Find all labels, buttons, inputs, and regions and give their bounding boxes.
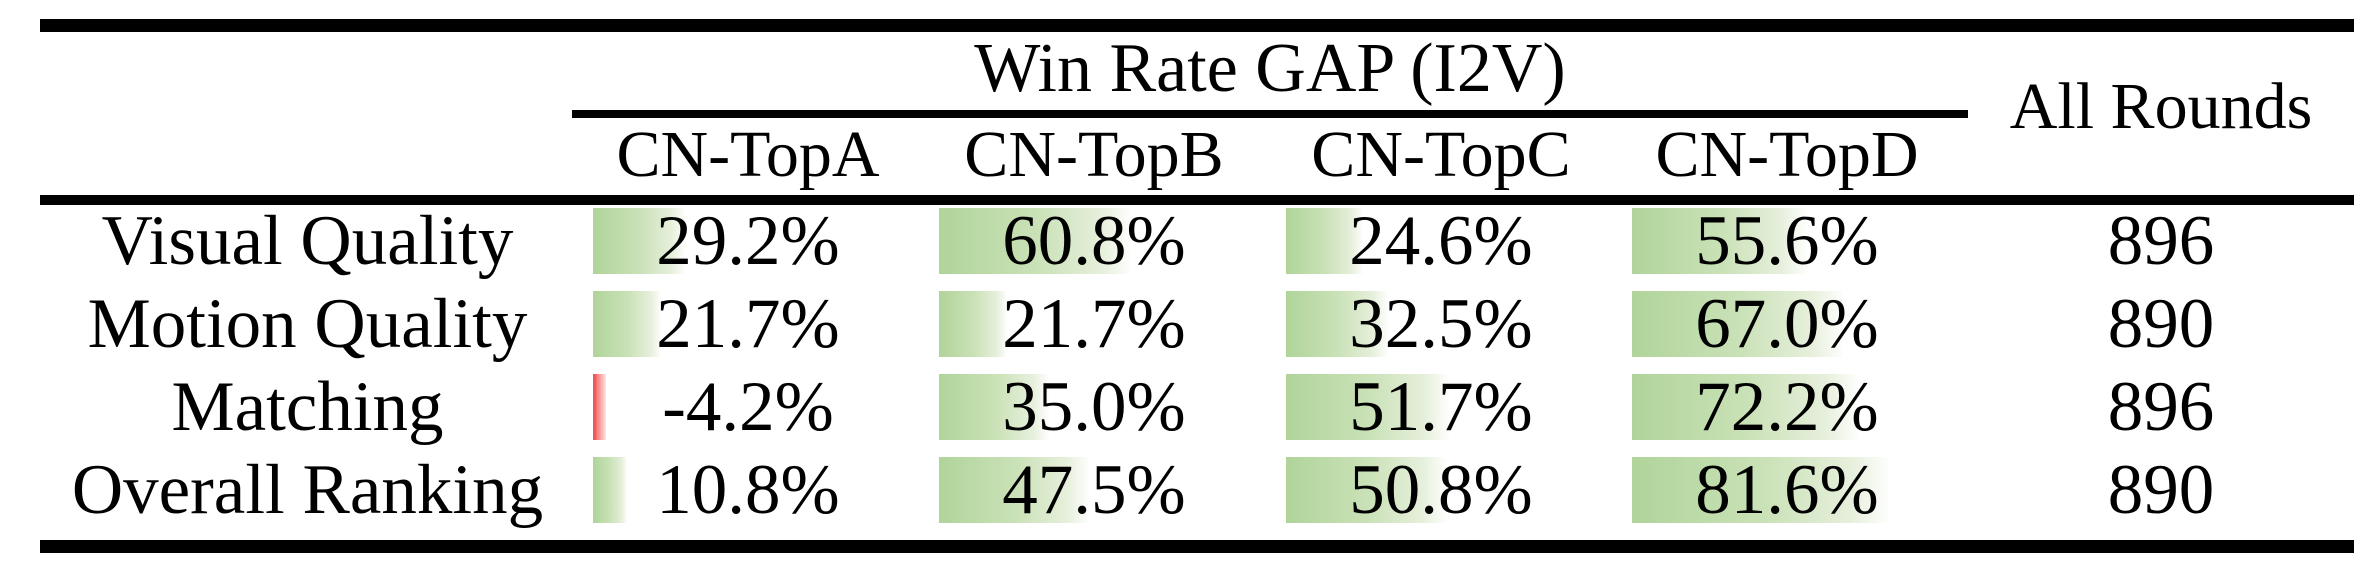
value-text: 21.7% bbox=[1002, 285, 1186, 363]
value-text: -4.2% bbox=[662, 368, 834, 446]
value-cell: 32.5% bbox=[1268, 283, 1614, 366]
value-text: 35.0% bbox=[1002, 368, 1186, 446]
all-rounds-value: 896 bbox=[2107, 202, 2215, 280]
group-header-title: Win Rate GAP (I2V) bbox=[974, 30, 1566, 107]
table-top-rule bbox=[40, 19, 2354, 32]
value-text: 67.0% bbox=[1695, 285, 1879, 363]
data-bar bbox=[593, 208, 685, 274]
all-rounds-value: 890 bbox=[2107, 451, 2215, 529]
value-cell: 72.2% bbox=[1614, 366, 1960, 449]
value-cell: 50.8% bbox=[1268, 449, 1614, 532]
value-cell: 67.0% bbox=[1614, 283, 1960, 366]
data-bar bbox=[593, 291, 662, 357]
column-header-cn-topb: CN-TopB bbox=[964, 118, 1224, 191]
value-text: 72.2% bbox=[1695, 368, 1879, 446]
value-cell: 29.2% bbox=[575, 200, 921, 283]
data-bar bbox=[593, 374, 607, 440]
data-bar bbox=[1632, 457, 1890, 523]
value-text: 55.6% bbox=[1695, 202, 1879, 280]
value-text: 51.7% bbox=[1349, 368, 1533, 446]
data-bar bbox=[939, 374, 1050, 440]
data-bar bbox=[939, 291, 1008, 357]
value-cell: 35.0% bbox=[921, 366, 1267, 449]
value-text: 60.8% bbox=[1002, 202, 1186, 280]
value-cell: 10.8% bbox=[575, 449, 921, 532]
data-bar bbox=[1632, 208, 1808, 274]
value-text: 29.2% bbox=[656, 202, 840, 280]
value-cell: 47.5% bbox=[921, 449, 1267, 532]
value-cell: 51.7% bbox=[1268, 366, 1614, 449]
group-header-underline-rule bbox=[572, 110, 1968, 118]
value-text: 81.6% bbox=[1695, 451, 1879, 529]
value-cell: 21.7% bbox=[575, 283, 921, 366]
value-text: 10.8% bbox=[656, 451, 840, 529]
data-bar bbox=[1286, 457, 1447, 523]
value-cell: 60.8% bbox=[921, 200, 1267, 283]
data-bar bbox=[1286, 291, 1389, 357]
table-bottom-rule bbox=[40, 540, 2354, 553]
value-text: 21.7% bbox=[656, 285, 840, 363]
data-bar bbox=[1632, 374, 1860, 440]
column-header-all-rounds: All Rounds bbox=[2009, 70, 2313, 143]
value-text: 32.5% bbox=[1349, 285, 1533, 363]
data-bar bbox=[1632, 291, 1844, 357]
value-cell: 81.6% bbox=[1614, 449, 1960, 532]
all-rounds-value: 896 bbox=[2107, 368, 2215, 446]
value-cell: 24.6% bbox=[1268, 200, 1614, 283]
data-bar bbox=[1286, 374, 1449, 440]
header-bottom-rule bbox=[40, 195, 2354, 205]
row-label: Matching bbox=[171, 368, 444, 446]
row-label: Motion Quality bbox=[87, 285, 528, 363]
data-bar bbox=[939, 457, 1089, 523]
value-cell: 55.6% bbox=[1614, 200, 1960, 283]
row-label: Visual Quality bbox=[101, 202, 514, 280]
data-bar bbox=[593, 457, 628, 523]
value-cell: 21.7% bbox=[921, 283, 1267, 366]
row-label: Overall Ranking bbox=[71, 451, 544, 529]
data-bar bbox=[1286, 208, 1364, 274]
value-text: 50.8% bbox=[1349, 451, 1533, 529]
all-rounds-value: 890 bbox=[2107, 285, 2215, 363]
value-cell: -4.2% bbox=[575, 366, 921, 449]
value-text: 47.5% bbox=[1002, 451, 1186, 529]
column-header-cn-topd: CN-TopD bbox=[1655, 118, 1919, 191]
value-text: 24.6% bbox=[1349, 202, 1533, 280]
column-header-cn-topa: CN-TopA bbox=[616, 118, 880, 191]
column-header-cn-topc: CN-TopC bbox=[1311, 118, 1571, 191]
data-bar bbox=[939, 208, 1131, 274]
